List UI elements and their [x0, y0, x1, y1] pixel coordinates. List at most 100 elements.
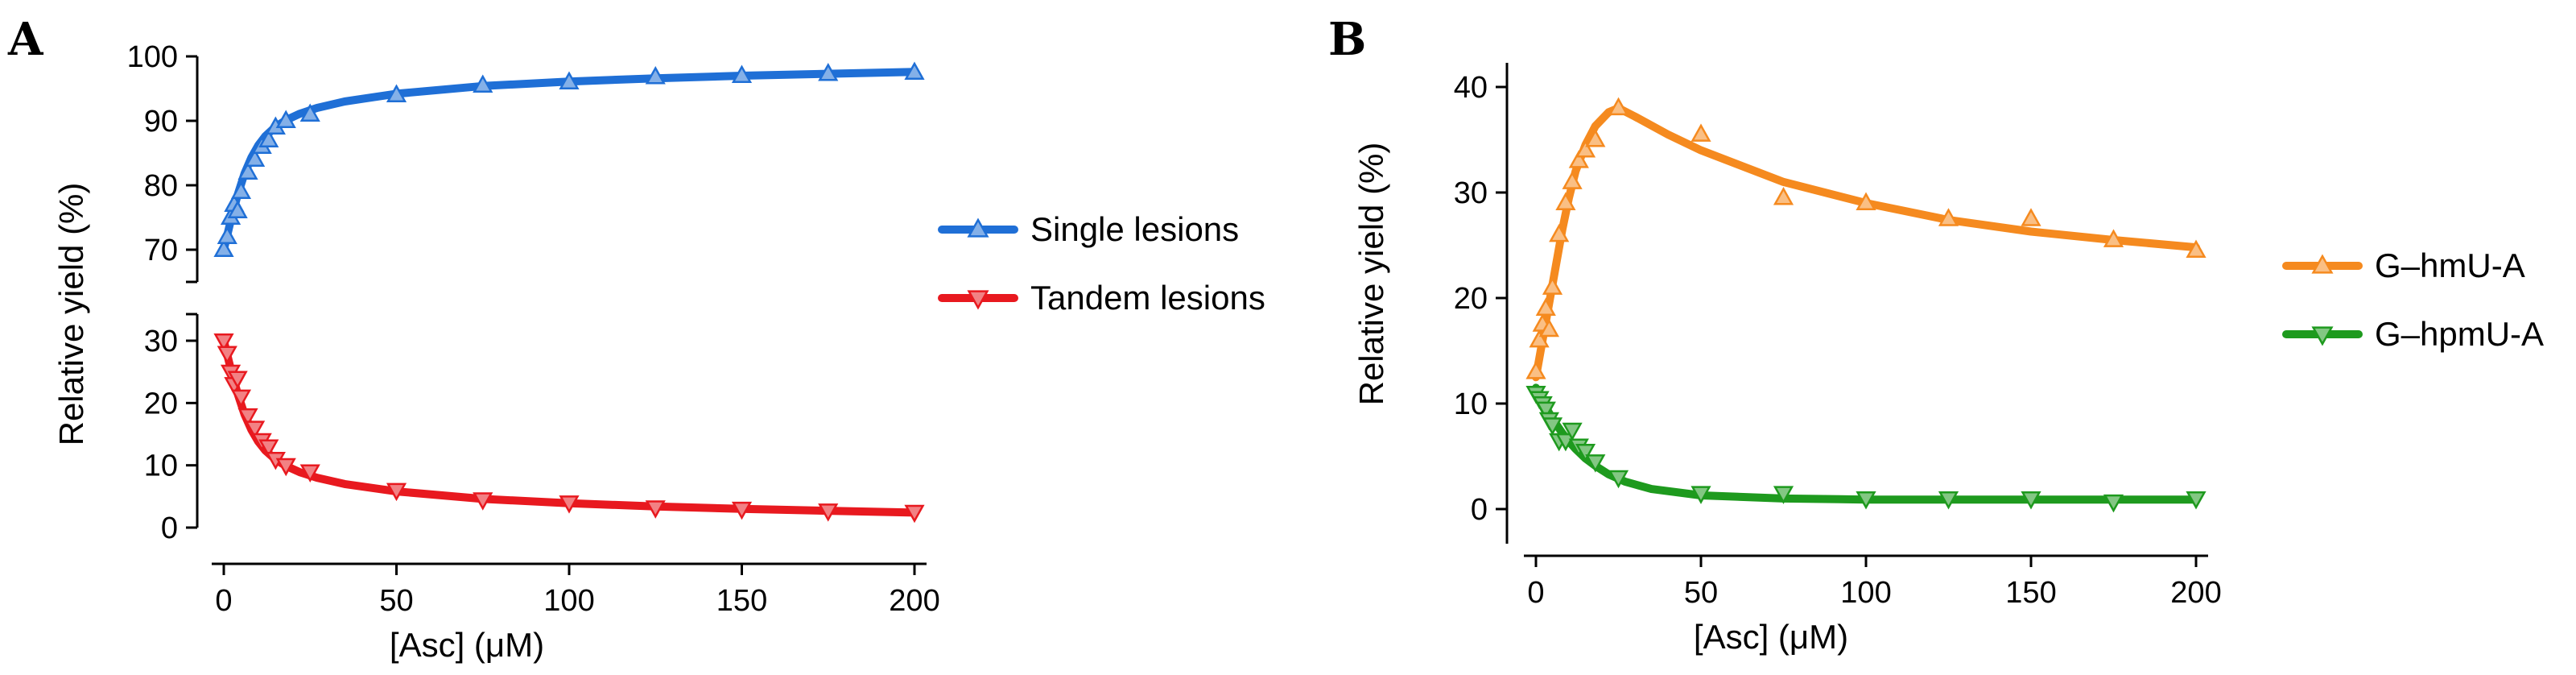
- chart-a-point: [227, 371, 248, 389]
- chart-b: 0 10 20 30 40 0 50 100 150 200 G–hmU-A G–hpmU-A [A…: [1352, 63, 2544, 656]
- chart-b-fit-line-1: [1532, 383, 2200, 504]
- chart-a-point: [731, 501, 753, 520]
- chart-b-point: [2021, 208, 2041, 226]
- chart-b-point: [1938, 491, 1959, 510]
- chart-a-point: [473, 492, 493, 511]
- chart-b-point: [2186, 491, 2207, 510]
- chart-b-y-tick-label: 40: [1454, 71, 1488, 105]
- chart-a-fit-line-0: [220, 68, 919, 254]
- chart-b-point: [2021, 491, 2041, 510]
- chart-a-legend: Single lesions Tandem lesions: [938, 210, 1265, 317]
- chart-b-point: [1575, 444, 1596, 462]
- chart-b-point: [1585, 454, 1606, 473]
- chart-a-x-axis-title: [Asc] (μM): [390, 626, 544, 664]
- chart-b-legend-label-1: G–hpmU-A: [2375, 315, 2544, 353]
- chart-a-point: [217, 346, 237, 365]
- chart-b-point: [2186, 239, 2207, 258]
- chart-a-y-axis-title: Relative yield (%): [52, 183, 90, 446]
- chart-b-x-tick-label: 100: [1840, 576, 1891, 610]
- chart-b-x-tick-label: 0: [1527, 576, 1544, 610]
- chart-a-point: [275, 110, 296, 128]
- chart-a-x-tick-label: 100: [543, 584, 594, 618]
- chart-a-data-points: [213, 61, 925, 524]
- panel-label-a: A: [7, 13, 44, 66]
- chart-b-y-tick-label: 0: [1471, 493, 1488, 527]
- chart-a-point: [258, 439, 279, 458]
- chart-a-legend-label-1: Tandem lesions: [1030, 279, 1265, 317]
- chart-a-point: [731, 64, 753, 83]
- chart-b-point: [1568, 150, 1589, 168]
- chart-b-point: [1562, 171, 1583, 189]
- chart-a-point: [237, 161, 258, 180]
- chart-b-point: [1690, 486, 1711, 504]
- chart-a-point: [258, 129, 279, 147]
- chart-b-point: [1535, 297, 1556, 317]
- chart-a-point: [217, 226, 237, 244]
- chart-b-point: [1542, 276, 1563, 295]
- chart-b-point: [1538, 318, 1559, 338]
- chart-b-y-tick-label: 30: [1454, 176, 1488, 210]
- chart-b-x-tick-label: 200: [2170, 576, 2221, 610]
- chart-b-point: [1562, 422, 1583, 441]
- chart-a-point: [386, 84, 407, 102]
- chart-b-x-axis-title: [Asc] (μM): [1694, 618, 1848, 656]
- chart-a-point: [230, 389, 252, 408]
- chart-b-point: [1575, 139, 1596, 158]
- chart-a-point: [245, 420, 266, 439]
- chart-b-fit-lines: [1532, 104, 2200, 504]
- chart-a-point: [386, 482, 407, 502]
- chart-a-fit-line-1: [220, 337, 919, 517]
- chart-a-upper-y-tick-label: 100: [127, 40, 178, 74]
- chart-a-point: [645, 66, 666, 85]
- chart-b-point: [2103, 494, 2124, 513]
- chart-b-point: [1938, 208, 1959, 226]
- chart-b-point: [1608, 97, 1629, 116]
- chart-a-x-tick-label: 150: [716, 584, 767, 618]
- panel-label-b: B: [1328, 13, 1366, 66]
- chart-a-lower-y-tick-label: 20: [144, 387, 178, 420]
- chart-a-point: [299, 464, 320, 482]
- chart-a-fit-lines: [220, 68, 919, 517]
- chart-a-point: [275, 458, 296, 477]
- chart-a: 70 80 90 100 0 10 20 30 0 50 100 150 200 Single lesi…: [52, 40, 1265, 664]
- chart-b-data-points: [1525, 97, 2207, 513]
- chart-a-legend-marker-0: [967, 217, 989, 238]
- chart-b-legend: G–hmU-A G–hpmU-A: [2282, 246, 2544, 353]
- chart-a-point: [904, 504, 925, 524]
- chart-b-point: [2103, 229, 2124, 247]
- chart-a-point: [645, 500, 666, 519]
- chart-a-legend-label-0: Single lesions: [1030, 210, 1239, 248]
- chart-a-point: [818, 63, 839, 81]
- chart-a-point: [559, 71, 580, 89]
- chart-a-point: [213, 333, 234, 352]
- chart-a-upper-y-tick-label: 70: [144, 234, 178, 267]
- chart-a-point: [473, 74, 493, 93]
- chart-a-point: [237, 408, 258, 427]
- chart-a-point: [904, 61, 925, 80]
- chart-b-point: [1535, 401, 1556, 420]
- chart-a-lower-y-tick-label: 10: [144, 449, 178, 483]
- chart-a-lower-y-tick-label: 30: [144, 325, 178, 358]
- chart-a-point: [299, 103, 320, 122]
- chart-b-fit-line-0: [1532, 104, 2200, 382]
- chart-b-point: [1773, 486, 1794, 504]
- chart-a-legend-marker-1: [967, 290, 989, 310]
- chart-b-point: [1525, 361, 1546, 379]
- chart-a-lower-y-tick-label: 0: [161, 511, 178, 545]
- chart-a-point: [818, 503, 839, 522]
- chart-b-x-tick-label: 150: [2005, 576, 2056, 610]
- chart-a-point: [245, 148, 266, 167]
- chart-b-point: [1690, 123, 1711, 142]
- chart-b-legend-marker-1: [2311, 326, 2334, 346]
- chart-b-point: [1529, 329, 1550, 348]
- chart-b-point: [1585, 128, 1606, 147]
- chart-b-x-tick-label: 50: [1684, 576, 1718, 610]
- chart-a-point: [213, 238, 234, 257]
- chart-b-point: [1856, 192, 1876, 211]
- chart-b-point: [1773, 186, 1794, 205]
- chart-a-point: [227, 200, 248, 218]
- chart-a-axes: 70 80 90 100 0 10 20 30 0 50 100 150 200: [127, 40, 940, 618]
- chart-a-point: [230, 180, 252, 199]
- chart-a-upper-y-tick-label: 80: [144, 169, 178, 203]
- chart-b-y-axis-title: Relative yield (%): [1352, 143, 1390, 406]
